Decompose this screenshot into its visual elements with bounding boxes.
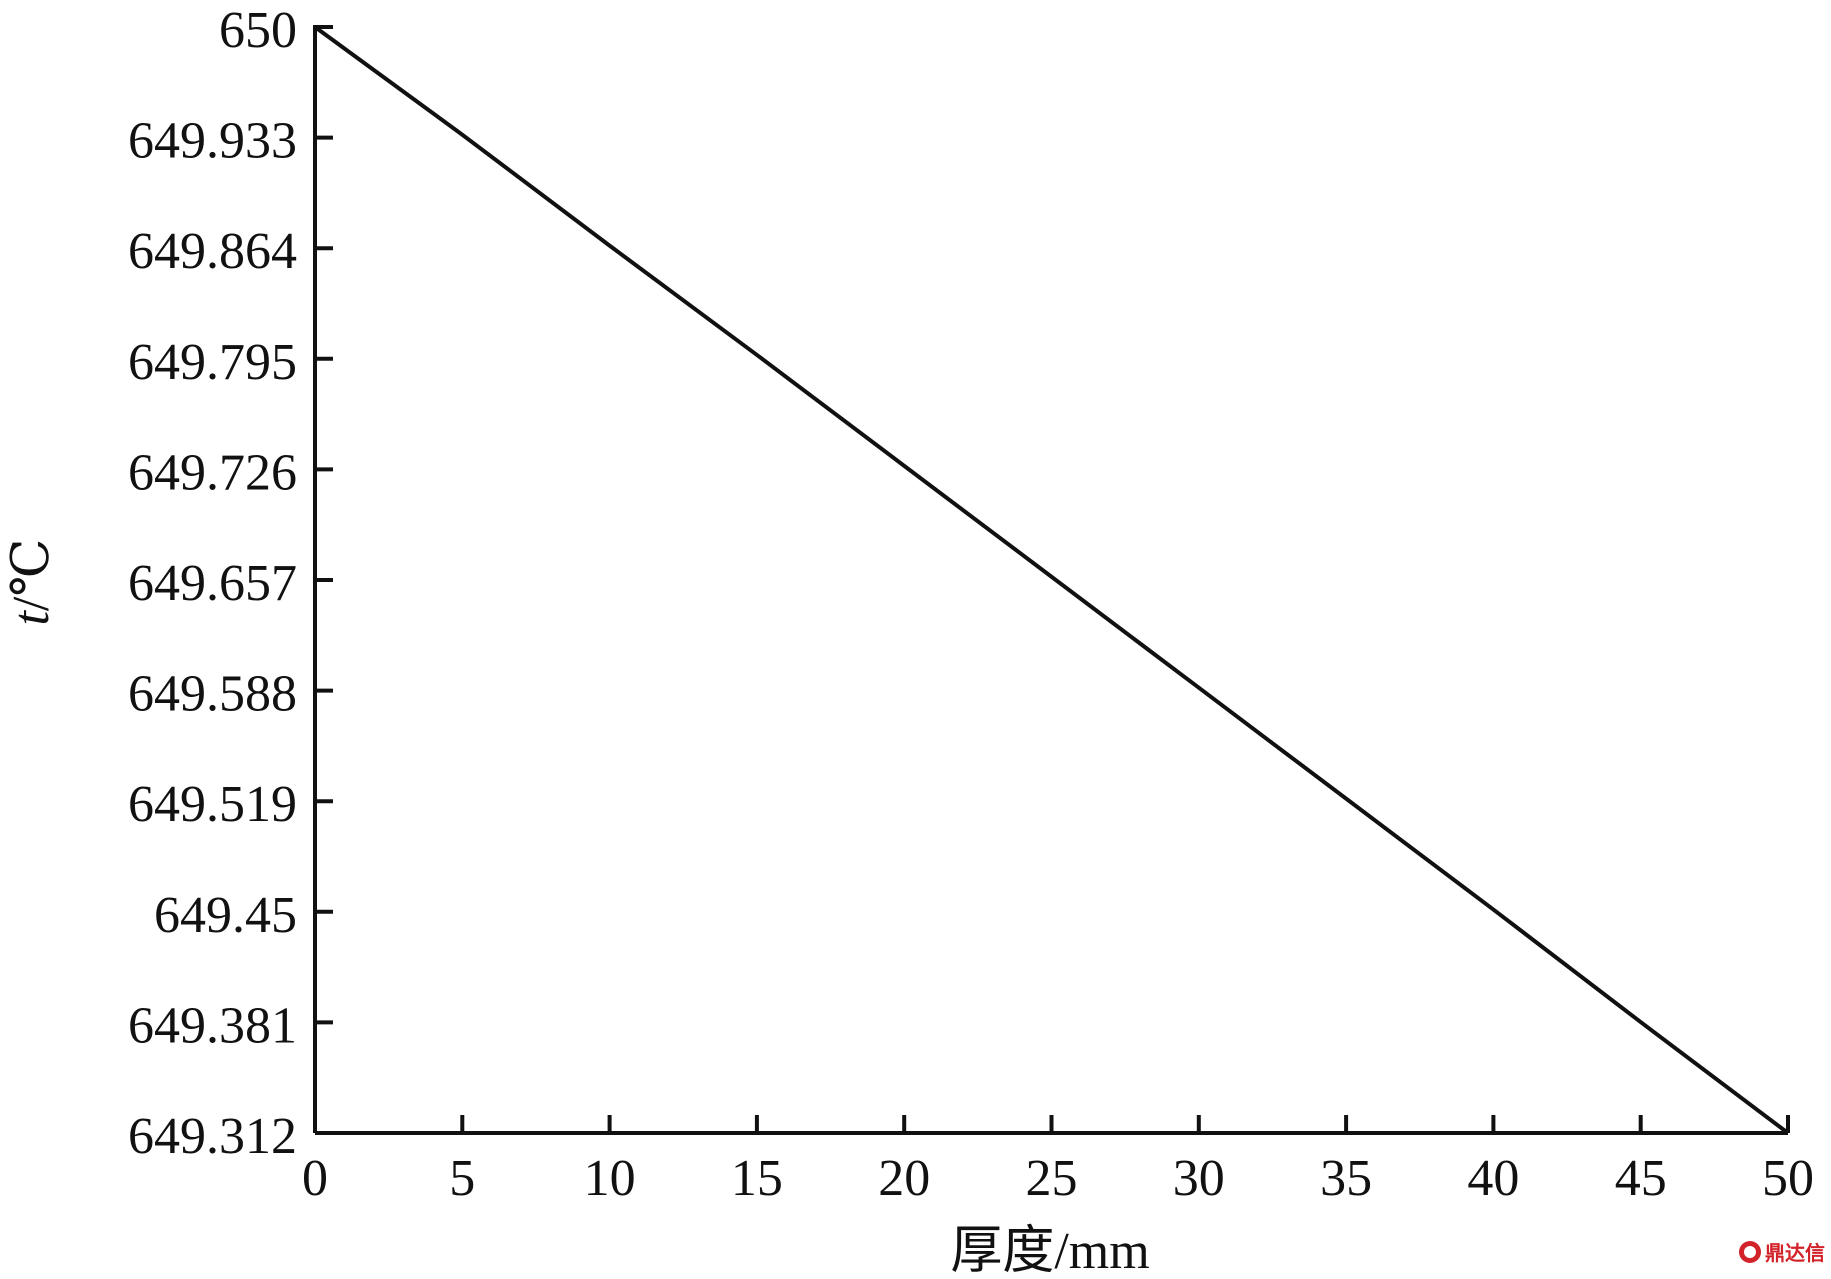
x-tick-label: 40 [1467, 1150, 1519, 1207]
x-tick-label: 45 [1615, 1150, 1667, 1207]
y-tick-label: 649.381 [128, 997, 297, 1054]
y-tick-label: 649.795 [128, 334, 297, 391]
y-tick-label: 649.864 [128, 223, 297, 280]
x-tick-label: 15 [731, 1150, 783, 1207]
watermark-text: 鼎达信 [1765, 1241, 1825, 1265]
x-tick-label: 20 [878, 1150, 930, 1207]
x-tick-label: 10 [584, 1150, 636, 1207]
y-tick-label: 649.45 [154, 887, 297, 944]
y-axis-label-symbol: t [3, 610, 60, 626]
y-tick-label: 650 [219, 2, 297, 59]
y-tick-label: 649.933 [128, 113, 297, 170]
y-tick-label: 649.312 [128, 1108, 297, 1165]
x-tick-label: 0 [302, 1150, 328, 1207]
y-axis-label: t/℃ [3, 538, 60, 625]
seal-icon [1739, 1240, 1761, 1263]
y-axis-label-unit: /℃ [3, 538, 60, 611]
y-tick-label: 649.657 [128, 555, 297, 612]
y-tick-label: 649.726 [128, 444, 297, 501]
ticks: 0 5 10 15 20 25 30 35 40 45 50 650 649.933 649.864 649… [128, 2, 1814, 1207]
y-tick-label: 649.519 [128, 776, 297, 833]
x-tick-label: 50 [1762, 1150, 1814, 1207]
x-tick-label: 35 [1320, 1150, 1372, 1207]
watermark-logo: 鼎达信 [1739, 1237, 1825, 1266]
series [313, 25, 1790, 1135]
x-tick-label: 25 [1026, 1150, 1078, 1207]
y-tick-label: 649.588 [128, 666, 297, 723]
x-tick-label: 30 [1173, 1150, 1225, 1207]
x-axis-label: 厚度/mm [950, 1223, 1149, 1274]
axis-labels: 厚度/mm t/℃ [3, 538, 1150, 1279]
x-tick-label: 5 [449, 1150, 475, 1207]
series-line [313, 25, 1790, 1135]
